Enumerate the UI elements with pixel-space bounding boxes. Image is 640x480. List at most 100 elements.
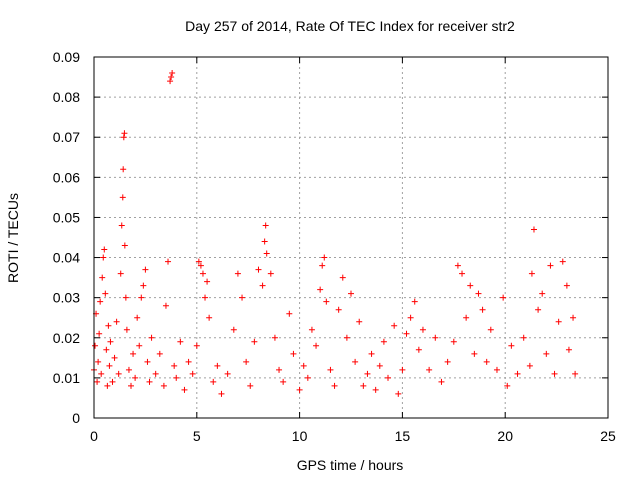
data-point xyxy=(218,390,225,397)
data-point xyxy=(122,294,129,301)
data-point xyxy=(214,362,221,369)
data-point xyxy=(128,382,135,389)
data-point xyxy=(189,370,196,377)
data-point xyxy=(243,358,250,365)
data-point xyxy=(181,386,188,393)
data-point xyxy=(438,378,445,385)
y-axis-label: ROTI / TECUs xyxy=(5,193,21,283)
data-point xyxy=(331,382,338,389)
data-point xyxy=(572,370,579,377)
data-point xyxy=(467,282,474,289)
data-point xyxy=(520,334,527,341)
data-point xyxy=(167,78,174,85)
data-point xyxy=(255,266,262,273)
data-point xyxy=(415,346,422,353)
data-point xyxy=(171,362,178,369)
data-point xyxy=(352,358,359,365)
axis-ticks xyxy=(93,56,609,419)
data-point xyxy=(107,338,114,345)
data-point xyxy=(121,242,128,249)
data-point xyxy=(530,226,537,233)
y-tick-label: 0.02 xyxy=(53,330,80,346)
data-point xyxy=(280,378,287,385)
x-tick-label: 20 xyxy=(497,428,513,444)
data-point xyxy=(136,342,143,349)
data-point xyxy=(343,334,350,341)
y-tick-label: 0.05 xyxy=(53,209,80,225)
data-point xyxy=(146,378,153,385)
data-point xyxy=(403,330,410,337)
plot-frame xyxy=(93,56,609,419)
data-point xyxy=(508,342,515,349)
data-point xyxy=(263,250,270,257)
data-points xyxy=(91,70,579,397)
y-tick-labels: 0 0.01 0.02 0.03 0.04 0.05 0.06 0.07 0.08 0.09 xyxy=(53,49,80,426)
data-point xyxy=(570,314,577,321)
data-point xyxy=(535,306,542,313)
x-tick-label: 0 xyxy=(90,428,98,444)
data-point xyxy=(450,338,457,345)
data-point xyxy=(165,258,172,265)
data-point xyxy=(125,366,132,373)
data-point xyxy=(360,382,367,389)
data-point xyxy=(339,274,346,281)
data-point xyxy=(432,334,439,341)
data-point xyxy=(426,366,433,373)
data-point xyxy=(528,270,535,277)
data-point xyxy=(134,314,141,321)
data-point xyxy=(504,382,511,389)
data-point xyxy=(98,370,105,377)
x-axis-label: GPS time / hours xyxy=(297,457,404,473)
data-point xyxy=(197,262,204,269)
data-point xyxy=(195,258,202,265)
data-point xyxy=(356,318,363,325)
data-point xyxy=(100,254,107,261)
y-tick-label: 0.04 xyxy=(53,250,80,266)
data-point xyxy=(296,386,303,393)
data-point xyxy=(96,330,103,337)
data-point xyxy=(327,366,334,373)
x-tick-labels: 0 5 10 15 20 25 xyxy=(90,428,616,444)
data-point xyxy=(526,362,533,369)
data-point xyxy=(483,358,490,365)
data-point xyxy=(335,306,342,313)
data-point xyxy=(407,314,414,321)
data-point xyxy=(267,270,274,277)
data-point xyxy=(395,390,402,397)
data-point xyxy=(140,282,147,289)
data-point xyxy=(376,362,383,369)
chart-title: Day 257 of 2014, Rate Of TEC Index for r… xyxy=(185,18,515,34)
y-tick-label: 0.08 xyxy=(53,89,80,105)
x-tick-label: 10 xyxy=(292,428,308,444)
data-point xyxy=(138,294,145,301)
data-point xyxy=(313,342,320,349)
data-point xyxy=(551,370,558,377)
data-point xyxy=(148,334,155,341)
y-tick-label: 0.01 xyxy=(53,370,80,386)
data-point xyxy=(247,382,254,389)
data-point xyxy=(132,374,139,381)
data-point xyxy=(262,222,269,229)
data-point xyxy=(199,270,206,277)
data-point xyxy=(119,194,126,201)
data-point xyxy=(459,270,466,277)
data-point xyxy=(475,290,482,297)
data-point xyxy=(304,374,311,381)
data-point xyxy=(555,318,562,325)
data-point xyxy=(419,326,426,333)
data-point xyxy=(563,282,570,289)
data-point xyxy=(547,262,554,269)
data-point xyxy=(117,270,124,277)
data-point xyxy=(105,322,112,329)
data-point xyxy=(493,366,500,373)
data-point xyxy=(348,290,354,297)
data-point xyxy=(206,314,213,321)
data-point xyxy=(106,362,113,369)
data-point xyxy=(113,318,120,325)
data-point xyxy=(276,366,283,373)
data-point xyxy=(109,378,116,385)
data-point xyxy=(487,326,494,333)
data-point xyxy=(271,334,278,341)
data-point xyxy=(168,74,175,81)
